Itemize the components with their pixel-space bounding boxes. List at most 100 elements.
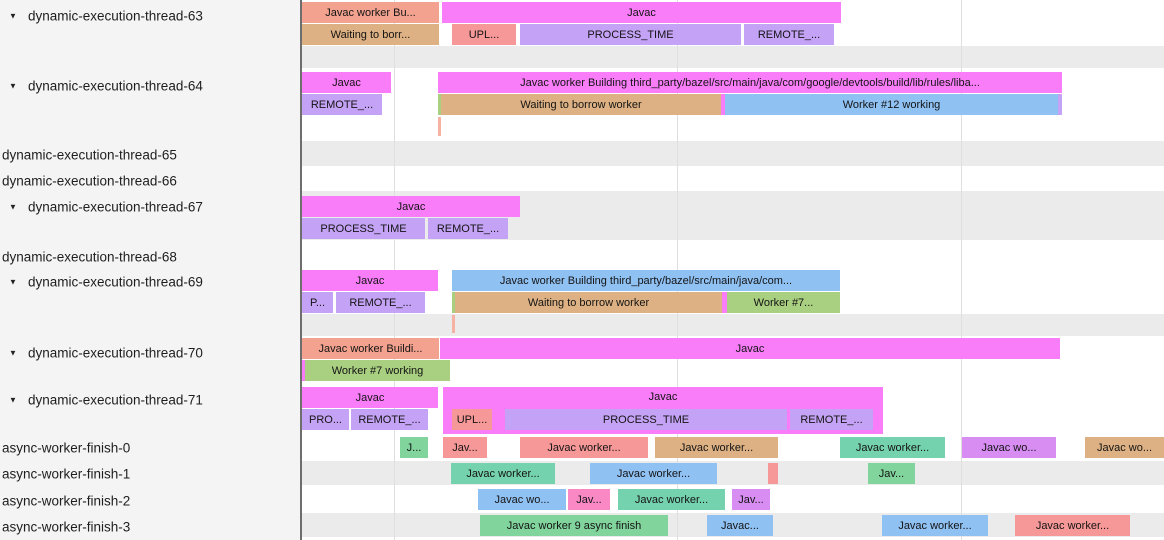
trace-slice[interactable]: Javac worker 9 async finish — [480, 515, 668, 536]
trace-slice[interactable]: Javac... — [707, 515, 773, 536]
thread-row-dynamic-execution-thread-65[interactable]: dynamic-execution-thread-65 — [0, 144, 300, 166]
trace-slice[interactable] — [768, 463, 778, 484]
trace-slice[interactable]: Javac — [302, 270, 438, 291]
row-stripe — [302, 46, 1164, 68]
trace-slice[interactable]: Javac worker Buildi... — [302, 338, 439, 359]
trace-slice[interactable]: Javac worker Bu... — [302, 2, 439, 23]
trace-slice-label: Javac — [355, 274, 385, 287]
thread-label: dynamic-execution-thread-65 — [2, 147, 177, 163]
thread-row-async-worker-finish-3[interactable]: async-worker-finish-3 — [0, 516, 300, 538]
trace-slice[interactable]: Javac — [302, 387, 438, 408]
trace-slice[interactable]: Javac — [440, 338, 1060, 359]
thread-row-dynamic-execution-thread-63[interactable]: ▼ dynamic-execution-thread-63 — [0, 5, 300, 27]
thread-row-dynamic-execution-thread-68[interactable]: dynamic-execution-thread-68 — [0, 246, 300, 268]
trace-slice[interactable]: Waiting to borrow worker — [455, 292, 722, 313]
trace-slice[interactable]: Javac wo... — [1085, 437, 1164, 458]
trace-slice[interactable]: REMOTE_... — [790, 409, 873, 430]
thread-row-async-worker-finish-2[interactable]: async-worker-finish-2 — [0, 490, 300, 512]
thread-row-dynamic-execution-thread-64[interactable]: ▼ dynamic-execution-thread-64 — [0, 75, 300, 97]
trace-slice[interactable]: Javac — [442, 2, 841, 23]
trace-slice[interactable]: Javac worker... — [451, 463, 555, 484]
trace-slice[interactable] — [721, 94, 725, 115]
thread-label: async-worker-finish-2 — [2, 493, 131, 509]
trace-slice[interactable]: REMOTE_... — [744, 24, 834, 45]
trace-slice[interactable]: Jav... — [443, 437, 487, 458]
trace-slice[interactable]: PROCESS_TIME — [302, 218, 425, 239]
trace-slice-label: Javac... — [721, 519, 759, 532]
trace-slice[interactable]: Javac worker... — [590, 463, 717, 484]
trace-slice[interactable] — [452, 292, 455, 313]
trace-slice[interactable]: Javac worker Building third_party/bazel/… — [438, 72, 1062, 93]
collapse-arrow-icon[interactable]: ▼ — [9, 202, 17, 212]
collapse-arrow-icon[interactable]: ▼ — [9, 395, 17, 405]
trace-slice[interactable]: Javac — [302, 72, 391, 93]
trace-slice[interactable] — [302, 360, 305, 381]
thread-row-async-worker-finish-1[interactable]: async-worker-finish-1 — [0, 463, 300, 485]
trace-slice-label: Javac worker Building third_party/bazel/… — [520, 76, 980, 89]
trace-slice-label: Javac worker Buildi... — [318, 342, 423, 355]
trace-slice[interactable] — [438, 94, 441, 115]
trace-slice[interactable]: UPL... — [452, 409, 492, 430]
collapse-arrow-icon[interactable]: ▼ — [9, 348, 17, 358]
trace-slice-label: Javac worker Bu... — [325, 6, 416, 19]
thread-label: dynamic-execution-thread-63 — [28, 8, 203, 24]
thread-row-dynamic-execution-thread-67[interactable]: ▼ dynamic-execution-thread-67 — [0, 196, 300, 218]
trace-slice[interactable]: Javac wo... — [478, 489, 566, 510]
trace-slice[interactable]: Javac worker... — [1015, 515, 1130, 536]
thread-label: dynamic-execution-thread-71 — [28, 392, 203, 408]
trace-slice[interactable]: Waiting to borrow worker — [441, 94, 721, 115]
thread-row-dynamic-execution-thread-69[interactable]: ▼ dynamic-execution-thread-69 — [0, 271, 300, 293]
trace-slice[interactable]: Javac worker... — [882, 515, 988, 536]
trace-slice[interactable]: Jav... — [868, 463, 915, 484]
trace-slice[interactable]: Worker #12 working — [725, 94, 1058, 115]
instant-event-marker[interactable] — [438, 117, 441, 136]
thread-label: dynamic-execution-thread-70 — [28, 345, 203, 361]
trace-slice[interactable]: Javac — [302, 196, 520, 217]
trace-slice[interactable]: REMOTE_... — [428, 218, 508, 239]
collapse-arrow-icon[interactable]: ▼ — [9, 11, 17, 21]
trace-slice-label: Javac worker... — [634, 493, 709, 506]
collapse-arrow-icon[interactable]: ▼ — [9, 81, 17, 91]
trace-slice-label: Javac wo... — [494, 493, 550, 506]
trace-slice[interactable]: PROCESS_TIME — [505, 409, 787, 430]
trace-slice[interactable] — [722, 292, 727, 313]
trace-slice-label: P... — [309, 296, 326, 309]
trace-slice-label: Javac worker 9 async finish — [506, 519, 642, 532]
trace-slice[interactable]: REMOTE_... — [351, 409, 428, 430]
thread-row-dynamic-execution-thread-66[interactable]: dynamic-execution-thread-66 — [0, 170, 300, 192]
trace-slice[interactable]: Worker #7 working — [305, 360, 450, 381]
trace-slice[interactable]: Worker #7... — [727, 292, 840, 313]
thread-row-dynamic-execution-thread-70[interactable]: ▼ dynamic-execution-thread-70 — [0, 342, 300, 364]
trace-slice[interactable]: PRO... — [302, 409, 349, 430]
trace-slice-label: Javac — [396, 200, 426, 213]
trace-slice[interactable]: UPL... — [452, 24, 516, 45]
trace-slice[interactable]: Jav... — [732, 489, 770, 510]
trace-slice[interactable]: PROCESS_TIME — [520, 24, 741, 45]
row-stripe — [302, 314, 1164, 336]
thread-label: dynamic-execution-thread-67 — [28, 199, 203, 215]
trace-slice[interactable]: J... — [400, 437, 428, 458]
trace-slice-label: Javac worker... — [466, 467, 540, 480]
collapse-arrow-icon[interactable]: ▼ — [9, 277, 17, 287]
trace-slice[interactable]: Jav... — [568, 489, 610, 510]
instant-event-marker[interactable] — [452, 315, 455, 333]
trace-slice[interactable]: Javac worker... — [655, 437, 778, 458]
trace-slice-label: Worker #7 working — [331, 364, 424, 377]
trace-slice-label: Javac — [355, 391, 385, 404]
trace-slice-label: REMOTE_... — [757, 28, 821, 41]
time-gridline — [961, 0, 962, 540]
trace-slice[interactable]: Javac worker... — [618, 489, 725, 510]
trace-slice[interactable]: Javac wo... — [962, 437, 1056, 458]
trace-slice[interactable]: Waiting to borr... — [302, 24, 439, 45]
trace-slice[interactable]: REMOTE_... — [336, 292, 425, 313]
trace-slice[interactable] — [1058, 94, 1062, 115]
trace-slice[interactable]: Javac worker... — [520, 437, 648, 458]
trace-slice[interactable]: Javac worker Building third_party/bazel/… — [452, 270, 840, 291]
trace-slice[interactable]: REMOTE_... — [302, 94, 382, 115]
trace-slice[interactable]: P... — [302, 292, 333, 313]
thread-row-async-worker-finish-0[interactable]: async-worker-finish-0 — [0, 437, 300, 459]
trace-slice-label: Jav... — [878, 467, 905, 480]
trace-slice[interactable]: Javac worker... — [840, 437, 945, 458]
thread-row-dynamic-execution-thread-71[interactable]: ▼ dynamic-execution-thread-71 — [0, 389, 300, 411]
trace-slice-label: Javac worker... — [679, 441, 754, 454]
